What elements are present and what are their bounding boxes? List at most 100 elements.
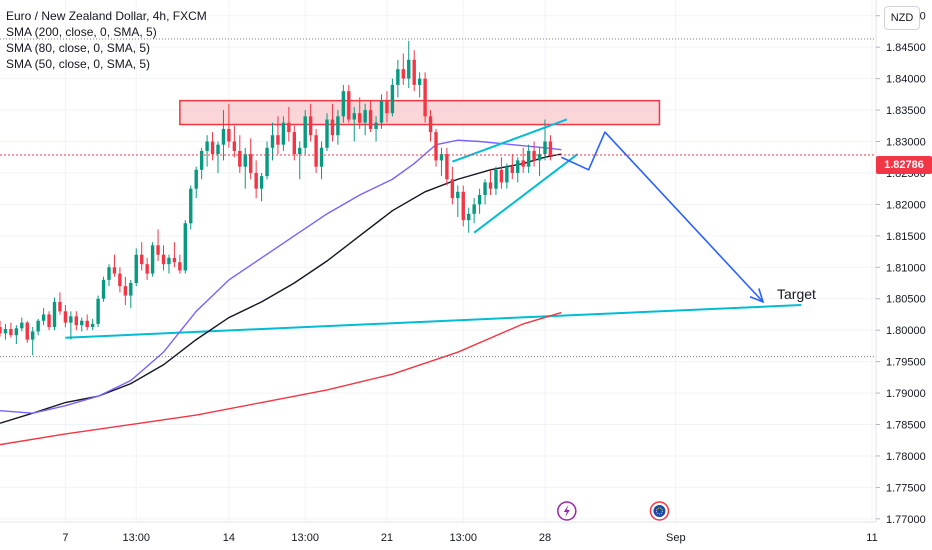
flag-event-icon[interactable]: [649, 501, 670, 521]
candle-body: [0, 327, 2, 334]
candle-body: [161, 254, 166, 265]
candle-body: [31, 331, 35, 340]
time-tick-label: 11: [866, 532, 877, 544]
trendline-segment: [65, 304, 802, 339]
candle-body: [494, 169, 498, 189]
chart-legend: Euro / New Zealand Dollar, 4h, FXCM SMA …: [6, 8, 207, 72]
price-axis[interactable]: 1.850001.845001.840001.835001.830001.825…: [875, 0, 932, 550]
candle-body: [85, 320, 89, 328]
candle-body: [363, 110, 367, 123]
price-tick-label: 1.79500: [886, 357, 926, 369]
projection-path[interactable]: [561, 131, 765, 304]
candle-body: [183, 223, 187, 271]
legend-sma50[interactable]: SMA (50, close, 0, SMA, 5): [6, 57, 151, 71]
candle-body: [434, 132, 438, 161]
candle-body: [287, 122, 291, 133]
legend-title[interactable]: Euro / New Zealand Dollar, 4h, FXCM: [6, 9, 207, 23]
chart-grid: [0, 0, 876, 522]
candle-body: [9, 328, 13, 336]
rising-wedge[interactable]: [452, 118, 579, 234]
price-tick-label: 1.77500: [886, 482, 926, 494]
candle-body: [134, 254, 138, 284]
candle-body: [548, 141, 553, 155]
legend-sma200[interactable]: SMA (200, close, 0, SMA, 5): [6, 25, 157, 39]
candle-body: [145, 264, 149, 274]
candle-body: [90, 323, 95, 328]
candle-body: [199, 150, 204, 170]
candle-body: [292, 132, 296, 155]
time-tick-label: 13:00: [122, 532, 150, 544]
candle-body: [156, 245, 160, 255]
candle-body: [417, 78, 422, 85]
candle-body: [25, 322, 29, 340]
price-tick-label: 1.82000: [886, 199, 926, 211]
candle-body: [47, 314, 51, 328]
candle-body: [80, 320, 84, 326]
last-price-tag: 1.82786: [876, 156, 932, 174]
candle-body: [308, 116, 313, 136]
candle-body: [330, 119, 335, 136]
candle-body: [259, 176, 264, 189]
resistance-zone-rect: [179, 99, 661, 126]
candle-body: [14, 328, 19, 336]
candle-body: [101, 279, 106, 299]
candle-body: [172, 257, 177, 263]
candle-body: [439, 154, 444, 161]
candle-body: [461, 191, 465, 221]
candle-body: [210, 141, 215, 155]
price-tick-label: 1.81500: [886, 231, 926, 243]
time-tick-label: 7: [62, 532, 68, 544]
candle-body: [347, 91, 351, 120]
candle-body: [118, 273, 122, 287]
candle-body: [63, 311, 68, 323]
time-axis[interactable]: 7 13:00 14 13:00 21 13:00 28 Sep 11: [0, 521, 878, 550]
candle-body: [249, 154, 253, 173]
candle-body: [281, 122, 286, 145]
candle-body: [227, 128, 231, 142]
wedge-lower-line: [473, 153, 579, 234]
candle-body: [379, 100, 384, 123]
candle-body: [428, 116, 433, 133]
candle-body: [368, 110, 373, 129]
candle-body: [477, 194, 482, 205]
candle-body: [74, 316, 78, 326]
candle-body: [467, 213, 471, 221]
candle-body: [472, 204, 476, 214]
price-tick-label: 1.79000: [886, 388, 926, 400]
candle-body: [488, 182, 493, 189]
time-tick-label: 21: [381, 532, 393, 544]
resistance-zone[interactable]: [179, 99, 661, 126]
candle-body: [178, 262, 182, 271]
candle-body: [303, 116, 307, 148]
support-trendline[interactable]: [65, 304, 802, 339]
candle-body: [450, 179, 455, 199]
candle-body: [107, 267, 111, 280]
candle-body: [537, 154, 542, 161]
candle-body: [58, 301, 62, 312]
event-markers[interactable]: [557, 501, 670, 521]
lightning-event-icon[interactable]: [557, 501, 577, 521]
candle-body: [150, 245, 155, 274]
currency-button[interactable]: NZD: [884, 6, 920, 30]
sma50-line: [0, 139, 562, 414]
candle-body: [456, 191, 460, 199]
candle-body: [521, 160, 525, 167]
dotted-levels: [0, 38, 876, 358]
sma80-path: [0, 153, 562, 424]
flag-icon-stars: [655, 507, 663, 515]
candle-body: [216, 144, 220, 155]
price-tick-label: 1.83500: [886, 105, 926, 117]
price-tick-label: 1.84000: [886, 74, 926, 86]
candle-body: [516, 160, 520, 173]
time-tick-label: 28: [539, 532, 551, 544]
lightning-glyph: [563, 505, 570, 517]
legend-sma80[interactable]: SMA (80, close, 0, SMA, 5): [6, 41, 151, 55]
candle-body: [69, 316, 73, 323]
price-tick-label: 1.83000: [886, 137, 926, 149]
candle-body: [532, 150, 536, 161]
flag-icon-disc: [653, 505, 666, 517]
candle-body: [385, 100, 389, 114]
candle-body: [129, 283, 133, 296]
